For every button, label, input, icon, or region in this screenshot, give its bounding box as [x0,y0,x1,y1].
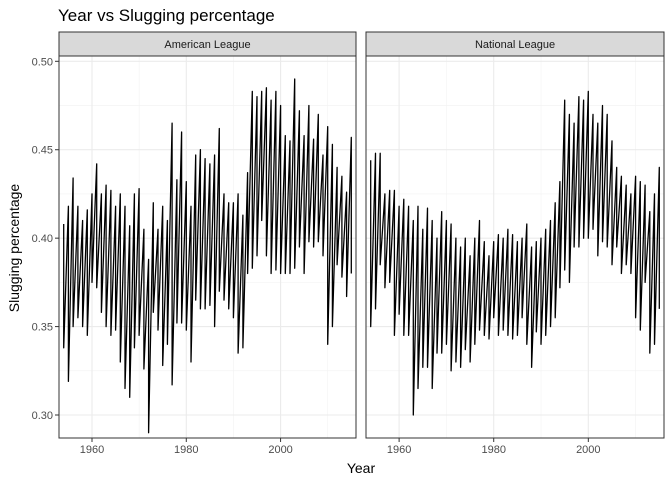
y-tick-label: 0.35 [32,322,53,334]
facet-strip [365,31,665,57]
x-tick-label: 1980 [481,444,505,456]
panel-2: National League 1960 1980 2000 [365,31,665,456]
y-tick-label: 0.50 [32,56,53,68]
panel-border [365,55,665,439]
x-tick-label: 1980 [174,444,198,456]
y-axis-ticks: 0.30 0.35 0.40 0.45 0.50 [32,56,59,422]
x-tick-label: 1960 [80,444,104,456]
series-line [63,78,352,434]
series-line [370,90,660,416]
facet-strip-label: National League [475,39,555,51]
panel-background [366,56,664,438]
x-tick-label: 2000 [268,444,292,456]
y-tick-label: 0.45 [32,145,53,157]
facet-strip [58,31,357,57]
x-axis-title: Year [347,460,376,476]
y-tick-label: 0.30 [32,410,53,422]
x-tick-label: 2000 [576,444,600,456]
chart-title: Year vs Slugging percentage [58,6,275,25]
y-axis-title: Slugging percentage [6,184,22,313]
x-tick-label: 1960 [387,444,411,456]
panel-border [58,55,357,439]
facet-strip-label: American League [164,39,250,51]
y-tick-label: 0.40 [32,233,53,245]
panel-1: American League 1960 1980 2000 [58,31,357,456]
